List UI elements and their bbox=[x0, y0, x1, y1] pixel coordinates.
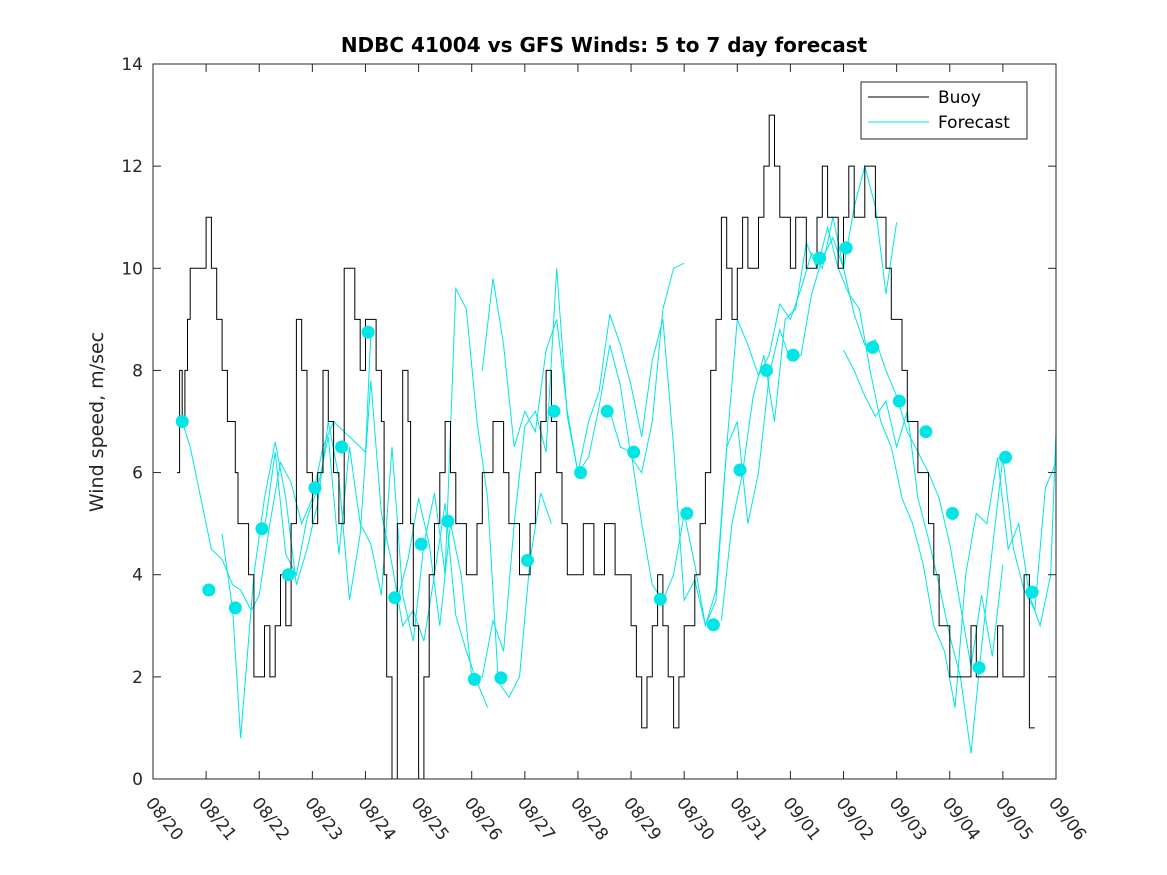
forecast-marker-6 bbox=[308, 481, 322, 495]
forecast-marker-14 bbox=[521, 553, 534, 567]
x-tick-label-8: 08/28 bbox=[566, 794, 612, 845]
forecast-marker-28 bbox=[892, 394, 906, 408]
y-tick-label-12: 12 bbox=[121, 157, 143, 177]
forecast-run-line-1 bbox=[181, 334, 372, 612]
forecast-marker-19 bbox=[653, 592, 667, 606]
forecast-marker-22 bbox=[733, 463, 747, 477]
x-tick-label-14: 09/03 bbox=[885, 794, 931, 845]
x-tick-label-6: 08/26 bbox=[460, 794, 506, 845]
forecast-run-line-5 bbox=[481, 164, 898, 628]
buoy-series-line bbox=[176, 114, 1035, 780]
y-tick-label-4: 4 bbox=[132, 566, 143, 586]
x-tick-label-7: 08/27 bbox=[513, 794, 559, 845]
x-tick-label-12: 09/01 bbox=[778, 794, 824, 845]
forecast-marker-23 bbox=[760, 363, 773, 377]
x-tick-label-11: 08/31 bbox=[725, 794, 771, 845]
forecast-marker-1 bbox=[175, 415, 189, 428]
x-tick-label-4: 08/24 bbox=[354, 794, 400, 845]
forecast-marker-8 bbox=[361, 325, 375, 339]
plot-frame bbox=[152, 63, 1057, 780]
forecast-marker-5 bbox=[281, 568, 295, 582]
legend-label-buoy: Buoy bbox=[938, 88, 981, 108]
x-tick-label-13: 09/02 bbox=[832, 794, 878, 845]
legend: Buoy Forecast bbox=[860, 81, 1028, 140]
y-tick-label-8: 8 bbox=[132, 361, 143, 381]
forecast-marker-29 bbox=[919, 425, 933, 439]
forecast-marker-4 bbox=[255, 522, 269, 536]
x-tick-label-17: 09/06 bbox=[1044, 794, 1090, 845]
forecast-marker-18 bbox=[627, 445, 641, 459]
forecast-marker-27 bbox=[866, 340, 880, 354]
legend-label-forecast: Forecast bbox=[938, 113, 1010, 133]
forecast-marker-33 bbox=[1025, 585, 1039, 599]
series-layer bbox=[175, 114, 1057, 780]
forecast-marker-24 bbox=[786, 348, 800, 362]
forecast-marker-25 bbox=[813, 251, 827, 265]
forecast-marker-11 bbox=[441, 514, 455, 528]
x-tick-label-16: 09/05 bbox=[991, 794, 1037, 845]
legend-box bbox=[860, 81, 1028, 140]
forecast-marker-30 bbox=[945, 506, 959, 520]
x-tick-label-2: 08/22 bbox=[247, 794, 293, 845]
y-tick-label-2: 2 bbox=[132, 668, 143, 688]
plot-area bbox=[153, 64, 1056, 779]
y-tick-label-6: 6 bbox=[132, 464, 143, 484]
forecast-marker-20 bbox=[680, 506, 694, 520]
y-tick-label-0: 0 bbox=[132, 770, 143, 790]
x-tick-label-0: 08/20 bbox=[141, 794, 187, 845]
forecast-marker-16 bbox=[574, 466, 588, 480]
x-tick-label-15: 09/04 bbox=[938, 794, 984, 845]
forecast-marker-17 bbox=[600, 404, 614, 418]
x-tick-label-1: 08/21 bbox=[194, 794, 240, 845]
chart-title: NDBC 41004 vs GFS Winds: 5 to 7 day fore… bbox=[341, 33, 868, 57]
forecast-run-line-7 bbox=[720, 225, 1057, 708]
forecast-marker-12 bbox=[467, 672, 481, 686]
y-axis-label: Wind speed, m/sec bbox=[86, 332, 108, 512]
forecast-marker-26 bbox=[839, 241, 853, 255]
forecast-marker-13 bbox=[494, 671, 508, 685]
forecast-marker-9 bbox=[388, 591, 402, 605]
y-tick-label-14: 14 bbox=[121, 55, 143, 75]
forecast-marker-15 bbox=[547, 404, 561, 418]
x-tick-label-10: 08/30 bbox=[672, 794, 718, 845]
forecast-run-line-2 bbox=[221, 380, 489, 739]
x-tick-label-9: 08/29 bbox=[619, 794, 665, 845]
forecast-run-line-6 bbox=[609, 236, 1004, 667]
x-tick-label-3: 08/23 bbox=[300, 794, 346, 845]
forecast-marker-7 bbox=[335, 440, 349, 454]
forecast-marker-3 bbox=[228, 601, 242, 615]
x-tick-label-5: 08/25 bbox=[407, 794, 453, 845]
forecast-marker-2 bbox=[202, 583, 216, 597]
forecast-marker-10 bbox=[414, 537, 428, 551]
y-tick-label-10: 10 bbox=[121, 259, 143, 279]
forecast-marker-32 bbox=[999, 450, 1012, 464]
forecast-marker-31 bbox=[972, 661, 986, 675]
forecast-marker-21 bbox=[706, 618, 720, 632]
